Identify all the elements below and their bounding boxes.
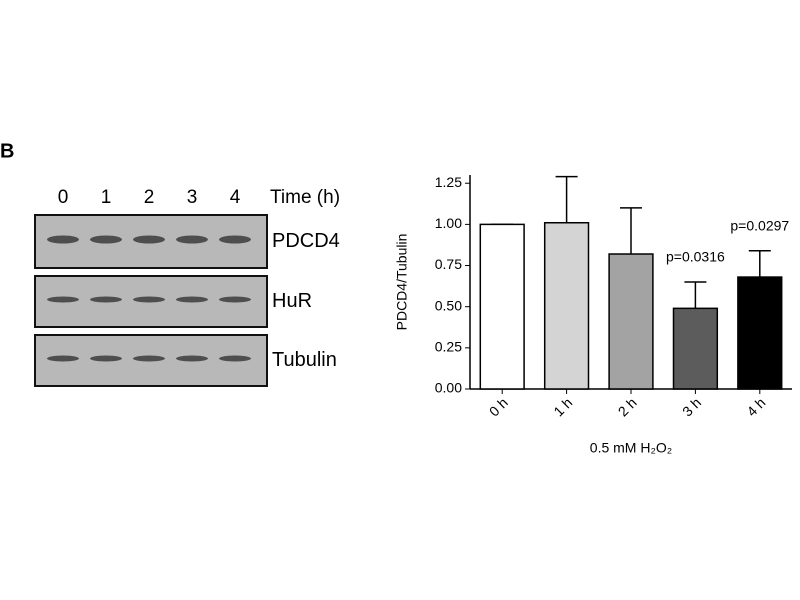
row-label: PDCD4 bbox=[272, 230, 340, 252]
x-tick-label: 2 h bbox=[615, 394, 640, 419]
blot-band bbox=[90, 355, 122, 362]
bar bbox=[608, 253, 654, 390]
blot-band bbox=[176, 355, 208, 362]
annotation: p=0.0316 bbox=[666, 249, 725, 265]
y-tick-label: 0.75 bbox=[435, 256, 462, 272]
x-tick-label: 0 h bbox=[486, 394, 511, 419]
bar bbox=[543, 221, 590, 390]
blot-band bbox=[47, 355, 79, 362]
blot-band bbox=[47, 296, 79, 303]
y-tick-label: 0.25 bbox=[435, 339, 462, 355]
y-tick-label: 0.00 bbox=[435, 380, 462, 396]
lane-label: 4 bbox=[230, 187, 241, 208]
blot-band bbox=[219, 296, 251, 303]
blot-band bbox=[90, 296, 122, 303]
bar bbox=[479, 223, 525, 390]
bar bbox=[672, 307, 719, 390]
blot-band bbox=[219, 355, 251, 362]
annotation: p=0.0297 bbox=[730, 217, 789, 233]
lane-title: Time (h) bbox=[270, 187, 340, 208]
lane-label: 0 bbox=[58, 187, 69, 208]
panel-label: B bbox=[0, 140, 14, 162]
y-axis-title: PDCD4/Tubulin bbox=[394, 234, 410, 331]
row-label: HuR bbox=[272, 290, 312, 312]
blot-band bbox=[47, 235, 79, 244]
y-tick-label: 0.50 bbox=[435, 297, 462, 313]
row-label: Tubulin bbox=[272, 349, 337, 371]
blot-band bbox=[176, 235, 208, 244]
blot-band bbox=[133, 355, 165, 362]
lane-label: 3 bbox=[187, 187, 198, 208]
x-tick-label: 4 h bbox=[743, 394, 768, 419]
blot-band bbox=[90, 235, 122, 244]
x-axis-title: 0.5 mM H₂O₂ bbox=[590, 440, 672, 456]
blot-band bbox=[133, 296, 165, 303]
blot-band bbox=[176, 296, 208, 303]
bar bbox=[737, 276, 783, 390]
x-tick-label: 3 h bbox=[679, 394, 704, 419]
x-tick-label: 1 h bbox=[550, 394, 575, 419]
lane-label: 2 bbox=[144, 187, 155, 208]
blot-band bbox=[219, 235, 251, 244]
y-tick-label: 1.00 bbox=[435, 215, 462, 231]
lane-label: 1 bbox=[101, 187, 112, 208]
blot-band bbox=[133, 235, 165, 244]
y-tick-label: 1.25 bbox=[435, 174, 462, 190]
